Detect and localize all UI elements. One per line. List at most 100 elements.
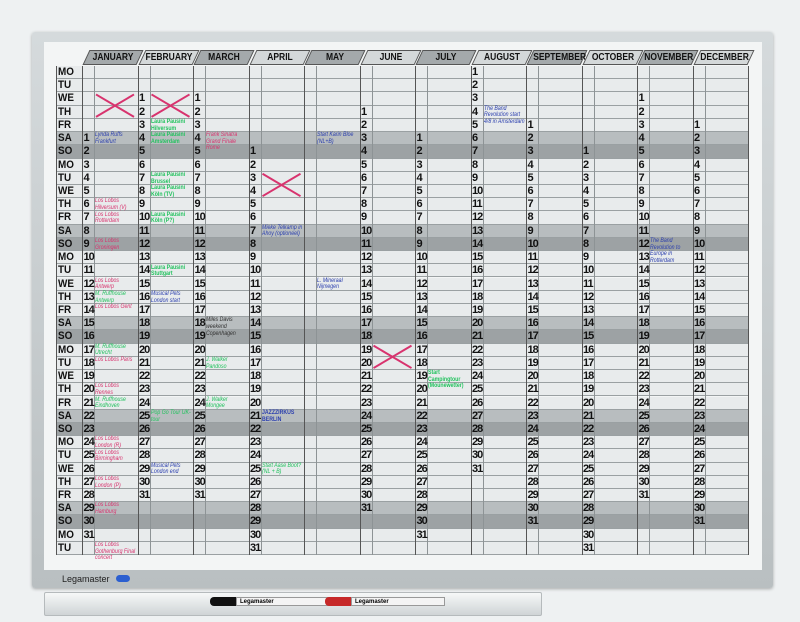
handwritten-note: J. Walker Pandoso [206, 356, 228, 370]
weekday-label: SO [58, 237, 73, 250]
day-number: 20 [472, 317, 483, 330]
day-number: 6 [472, 132, 478, 145]
day-number: 28 [694, 475, 705, 488]
day-number: 19 [583, 383, 594, 396]
weekday-label: SA [58, 132, 72, 145]
planner-row [56, 158, 748, 172]
month-header-august: AUGUST [483, 52, 520, 63]
planner-row [56, 171, 748, 185]
day-number: 25 [638, 409, 650, 422]
day-number: 17 [527, 330, 539, 343]
day-number: 15 [83, 317, 95, 330]
day-number: 12 [361, 251, 372, 264]
planner-row [56, 79, 748, 93]
day-number: 30 [583, 528, 594, 541]
day-number: 10 [416, 251, 428, 264]
day-number: 19 [694, 356, 705, 369]
day-number: 23 [83, 422, 95, 435]
day-number: 30 [638, 475, 650, 488]
day-number: 15 [638, 277, 650, 290]
weekday-label: WE [58, 92, 74, 105]
day-number: 5 [250, 198, 256, 211]
day-number: 27 [83, 475, 95, 488]
day-number: 21 [250, 409, 261, 422]
day-number: 9 [194, 198, 201, 211]
grid-line [248, 66, 250, 555]
day-number: 11 [694, 251, 705, 264]
day-number: 7 [694, 198, 700, 211]
weekday-label: TH [58, 105, 72, 118]
day-number: 21 [472, 330, 483, 343]
day-number: 6 [583, 211, 589, 224]
weekday-label: TH [58, 198, 72, 211]
planner-row [56, 264, 748, 278]
day-number: 17 [583, 356, 594, 369]
day-number: 11 [83, 264, 95, 277]
day-number: 27 [361, 449, 372, 462]
day-number: 1 [250, 145, 256, 158]
day-number: 13 [527, 277, 539, 290]
day-number: 3 [416, 158, 423, 171]
day-number: 29 [83, 502, 95, 515]
day-number: 12 [139, 237, 150, 250]
day-number: 16 [472, 264, 483, 277]
handwritten-note: Laura Pausini Brussel [150, 170, 185, 185]
day-number: 11 [583, 277, 594, 290]
planner-row [56, 515, 748, 529]
handwritten-note: J. Walker Mongee [206, 395, 228, 410]
day-number: 29 [527, 489, 539, 502]
grid-line [649, 66, 650, 555]
month-header-january: JANUARY [92, 52, 134, 63]
day-number: 5 [83, 184, 90, 197]
day-number: 14 [139, 264, 150, 277]
day-number: 13 [194, 251, 206, 264]
planner-row [56, 317, 748, 331]
day-number: 7 [250, 224, 256, 237]
weekday-label: TH [58, 475, 72, 488]
black-marker[interactable]: Legamaster [210, 597, 330, 606]
day-number: 8 [416, 224, 423, 237]
day-number: 5 [527, 171, 534, 184]
day-number: 10 [694, 237, 705, 250]
handwritten-note: Lynda Ruffs Frankfurt [95, 131, 123, 145]
day-number: 5 [139, 145, 145, 158]
grid-line [137, 66, 139, 555]
day-number: 28 [250, 502, 261, 515]
grid-line [538, 66, 539, 555]
day-number: 23 [250, 436, 261, 449]
day-number: 8 [694, 211, 700, 224]
day-number: 15 [527, 303, 539, 316]
day-number: 18 [194, 317, 206, 330]
day-number: 29 [250, 515, 261, 528]
handwritten-note: Laura Pausini Köln (P?) [150, 210, 185, 225]
day-number: 16 [638, 290, 650, 303]
day-number: 28 [83, 489, 95, 502]
weekday-label: FR [58, 303, 72, 316]
month-header-october: OCTOBER [591, 52, 634, 63]
weekday-label: WE [58, 462, 74, 475]
day-number: 26 [583, 475, 594, 488]
grid-line [415, 66, 416, 555]
red-marker[interactable]: Legamaster [325, 597, 445, 606]
planner-row [56, 277, 748, 291]
day-number: 6 [194, 158, 201, 171]
day-number: 25 [361, 422, 372, 435]
day-number: 27 [139, 436, 150, 449]
day-number: 19 [527, 356, 539, 369]
day-number: 3 [527, 145, 534, 158]
handwritten-note: Mieke Telkamp in Ahoy (optioneel) [261, 223, 302, 238]
day-number: 13 [139, 251, 150, 264]
grid-line [316, 66, 317, 555]
day-number: 30 [694, 502, 705, 515]
month-header-february: FEBRUARY [145, 52, 192, 63]
day-number: 28 [194, 449, 206, 462]
day-number: 13 [694, 277, 705, 290]
day-number: 29 [583, 515, 594, 528]
weekday-label: TU [58, 264, 72, 277]
day-number: 5 [638, 145, 645, 158]
day-number: 4 [527, 158, 534, 171]
handwritten-note: Los Lobos London (R) [95, 435, 122, 449]
day-number: 10 [250, 264, 261, 277]
day-number: 21 [194, 356, 206, 369]
